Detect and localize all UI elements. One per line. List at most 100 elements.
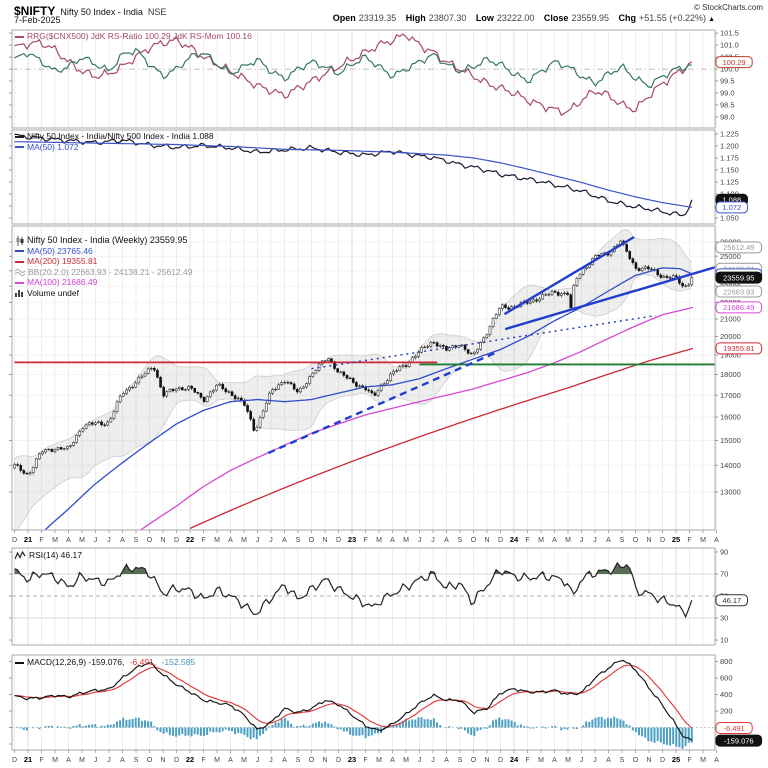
ratio-ma-marker (15, 146, 24, 149)
svg-text:M: M (214, 537, 220, 544)
svg-text:M: M (565, 537, 571, 544)
svg-text:800: 800 (720, 657, 733, 666)
panel-macd: 8006004002000-200-6.491-159.076 (9, 654, 763, 751)
svg-text:1.050: 1.050 (720, 214, 739, 223)
svg-text:101.5: 101.5 (720, 29, 739, 38)
ma50-marker (15, 250, 24, 253)
svg-text:J: J (580, 537, 584, 544)
high-label: High (405, 13, 426, 23)
svg-text:1.088: 1.088 (722, 196, 741, 205)
svg-text:M: M (52, 537, 58, 544)
svg-text:99.0: 99.0 (720, 89, 735, 98)
svg-text:100.0: 100.0 (720, 65, 739, 74)
close-label: Close (543, 13, 569, 23)
svg-text:M: M (376, 757, 382, 764)
svg-text:O: O (147, 757, 153, 764)
svg-text:90: 90 (720, 548, 728, 557)
main-title: Nifty 50 Index - India (Weekly) 23559.95 (27, 235, 188, 245)
svg-text:98.0: 98.0 (720, 113, 735, 122)
exchange-label: NSE (147, 7, 167, 17)
svg-text:24: 24 (510, 535, 519, 544)
rsi-legend-text: RSI(14) 46.17 (29, 550, 82, 560)
svg-text:17000: 17000 (720, 391, 741, 400)
rrg-legend-text: RRG($CNX500) JdK RS-Ratio 100.29 JdK RS-… (27, 31, 252, 41)
svg-text:23: 23 (348, 535, 356, 544)
svg-text:16000: 16000 (720, 413, 741, 422)
svg-text:19000: 19000 (720, 351, 741, 360)
svg-text:A: A (606, 757, 611, 764)
svg-text:M: M (241, 537, 247, 544)
ratio-ma-legend-text: MA(50) 1.072 (27, 141, 79, 152)
svg-text:D: D (660, 537, 665, 544)
svg-text:A: A (120, 757, 125, 764)
svg-text:F: F (363, 537, 367, 544)
panel-rsi: 907050301046.17 (9, 547, 748, 646)
svg-text:O: O (309, 537, 315, 544)
ticker-symbol: $NIFTY (14, 4, 56, 18)
main-legend: Nifty 50 Index - India (Weekly) 23559.95… (15, 235, 192, 298)
svg-text:A: A (390, 537, 395, 544)
macd-legend-signal: -6.491, (129, 657, 157, 667)
svg-text:M: M (376, 537, 382, 544)
svg-text:1.175: 1.175 (720, 154, 739, 163)
svg-text:M: M (79, 757, 85, 764)
low-value: 23222.00 (496, 13, 535, 23)
ratio-legend: Nifty 50 Index - India/Nifty 500 Index -… (15, 131, 214, 152)
svg-text:A: A (552, 537, 557, 544)
high-value: 23807.30 (428, 13, 467, 23)
svg-text:18000: 18000 (720, 370, 741, 379)
svg-text:J: J (418, 757, 422, 764)
svg-text:N: N (160, 757, 165, 764)
svg-text:O: O (633, 757, 639, 764)
svg-text:A: A (444, 757, 449, 764)
chg-direction-icon: ▲ (708, 16, 715, 23)
svg-text:-159.076: -159.076 (724, 736, 754, 745)
svg-text:A: A (282, 757, 287, 764)
svg-text:N: N (322, 537, 327, 544)
svg-text:-6.491: -6.491 (723, 724, 744, 733)
svg-text:N: N (160, 537, 165, 544)
ohlc-quote-row: Open 23319.35 High 23807.30 Low 23222.00 Cl… (326, 13, 715, 23)
macd-legend-hist: -152.585 (161, 657, 196, 667)
svg-text:D: D (336, 757, 341, 764)
macd-legend-main: MACD(12,26,9) -159.076, (27, 657, 125, 667)
svg-text:D: D (174, 537, 179, 544)
svg-text:99.5: 99.5 (720, 77, 735, 86)
chart-header: $NIFTY Nifty 50 Index - India NSE (14, 2, 166, 20)
low-label: Low (475, 13, 494, 23)
date-axis: D 21 F M A M J J A S O N D 22 F M A M J J A S O N D 23 F M A M J J A S O N D… (12, 530, 719, 544)
svg-text:N: N (322, 757, 327, 764)
svg-text:N: N (646, 757, 651, 764)
svg-text:J: J (94, 537, 98, 544)
svg-text:J: J (580, 757, 584, 764)
svg-text:S: S (296, 537, 301, 544)
svg-text:J: J (107, 537, 111, 544)
bb-legend: BB(20,2.0) 22663.93 - 24138.21 - 25612.4… (28, 266, 193, 277)
svg-text:600: 600 (720, 674, 733, 683)
panel-ratio: 1.2251.2001.1751.1501.1251.1001.0751.050… (9, 129, 748, 225)
ticker-name: Nifty 50 Index - India (60, 7, 143, 17)
svg-text:F: F (525, 537, 529, 544)
panel-rrg: 101.5101.0100.5100.099.599.098.598.0100.… (9, 29, 753, 129)
svg-text:J: J (593, 757, 597, 764)
svg-text:O: O (633, 537, 639, 544)
svg-text:400: 400 (720, 690, 733, 699)
svg-text:15000: 15000 (720, 436, 741, 445)
svg-text:21: 21 (24, 535, 32, 544)
svg-text:25612.49: 25612.49 (723, 243, 754, 252)
svg-text:46.17: 46.17 (722, 596, 741, 605)
svg-text:S: S (620, 757, 625, 764)
svg-text:O: O (471, 537, 477, 544)
svg-text:22: 22 (186, 535, 194, 544)
svg-text:D: D (660, 757, 665, 764)
rsi-legend: RSI(14) 46.17 (15, 550, 82, 561)
svg-text:A: A (66, 757, 71, 764)
svg-text:21: 21 (24, 755, 32, 764)
svg-text:A: A (714, 757, 719, 764)
svg-text:13000: 13000 (720, 488, 741, 497)
svg-text:A: A (66, 537, 71, 544)
svg-text:J: J (256, 757, 260, 764)
svg-text:21686.49: 21686.49 (723, 303, 754, 312)
